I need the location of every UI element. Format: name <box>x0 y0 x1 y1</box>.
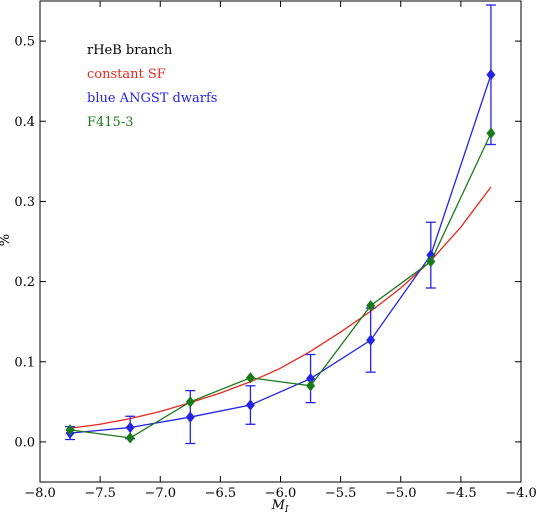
y-axis-label: % <box>0 234 13 246</box>
data-point <box>245 399 255 411</box>
data-point <box>306 380 316 392</box>
data-point <box>486 127 496 139</box>
x-tick-label: −5.5 <box>325 486 357 501</box>
y-axis-ticks: 0.0 0.1 0.2 0.3 0.4 0.5 <box>14 35 521 450</box>
series-f415-3 <box>65 127 496 444</box>
annotation-text: rHeB branch <box>87 43 173 58</box>
data-point <box>486 69 496 81</box>
y-tick-label: 0.2 <box>14 275 35 290</box>
x-axis-label-subscript: I <box>284 505 289 515</box>
x-tick-label: −7.5 <box>84 486 116 501</box>
data-point <box>125 421 135 434</box>
legend-entry-blue-angst-dwarfs: blue ANGST dwarfs <box>87 91 217 106</box>
data-point <box>65 424 75 436</box>
x-tick-label: −4.5 <box>445 486 477 501</box>
data-point <box>426 255 436 268</box>
x-tick-label: −6.5 <box>205 486 237 501</box>
data-point <box>185 411 195 423</box>
x-tick-label: −7.0 <box>144 486 176 501</box>
x-tick-label: −5.0 <box>385 486 417 501</box>
x-axis-ticks: −8.0 −7.5 −7.0 −6.5 −6.0 −5.5 −5.0 −4.5 −4.0 <box>24 1 536 501</box>
y-tick-label: 0.5 <box>14 35 35 50</box>
series-layer <box>65 4 496 445</box>
series-line <box>69 133 492 439</box>
x-axis-label-main: M <box>271 498 286 513</box>
data-point <box>185 396 195 408</box>
y-tick-label: 0.4 <box>14 115 35 130</box>
x-tick-label: −4.0 <box>505 486 536 501</box>
legend-entry-constant-sf: constant SF <box>87 67 166 82</box>
x-tick-label: −8.0 <box>24 486 56 501</box>
legend: rHeB branch constant SF blue ANGST dwarf… <box>87 43 217 130</box>
data-point <box>125 432 135 444</box>
y-tick-label: 0.3 <box>14 195 35 210</box>
y-tick-label: 0.0 <box>14 435 35 450</box>
data-point <box>366 334 376 346</box>
y-tick-label: 0.1 <box>14 355 35 370</box>
legend-entry-f415-3: F415-3 <box>87 115 134 130</box>
data-point <box>245 372 255 384</box>
data-point <box>366 299 376 312</box>
x-tick-label: −6.0 <box>265 486 297 501</box>
x-axis-label: MI <box>271 498 289 515</box>
